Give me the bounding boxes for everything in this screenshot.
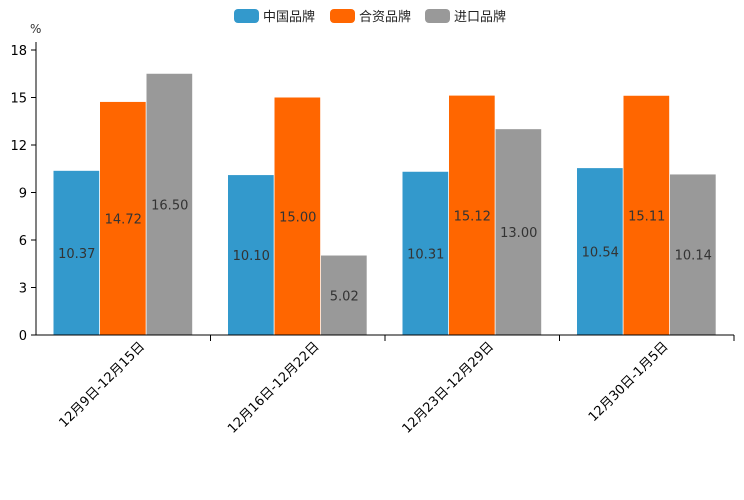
bar-2-1 (100, 101, 146, 336)
x-axis: 12月9日-12月15日 12月16日-12月22日 12月23日-12月29日 12… (36, 334, 735, 437)
bar-1-2 (228, 175, 274, 335)
y-axis: 0 3 6 9 12 15 18 (10, 42, 37, 344)
data-label-2-1: 14.72 (105, 212, 142, 227)
data-label-3-3: 13.00 (500, 226, 537, 241)
data-label-2-2: 15.00 (279, 210, 316, 225)
bar-2-3 (449, 95, 495, 335)
y-tick-label-0: 0 (19, 329, 27, 344)
data-label-1-3: 10.31 (407, 247, 444, 262)
y-tick-label-9: 9 (19, 187, 27, 202)
x-tick-label-2: 12月16日-12月22日 (225, 339, 322, 436)
data-label-2-4: 15.11 (628, 209, 665, 224)
data-label-3-2: 5.02 (330, 289, 359, 304)
y-tick-label-12: 12 (10, 139, 27, 154)
data-label-3-4: 10.14 (675, 249, 712, 264)
y-tick-label-15: 15 (10, 92, 27, 107)
legend-item-1: 中国品牌 (234, 9, 315, 25)
legend-label-1: 中国品牌 (263, 9, 315, 25)
x-tick-label-1: 12月9日-12月15日 (56, 339, 148, 431)
bar-2-4 (623, 95, 670, 335)
y-axis-label: % (30, 22, 41, 36)
y-tick-label-3: 3 (19, 282, 27, 297)
data-label-1-2: 10.10 (233, 249, 270, 264)
legend-swatch-2 (330, 9, 355, 23)
data-label-3-1: 16.50 (151, 198, 188, 213)
bar-3-1 (146, 73, 193, 335)
legend-label-3: 进口品牌 (454, 9, 506, 25)
bar-1-4 (577, 168, 623, 335)
legend-item-2: 合资品牌 (330, 9, 411, 25)
bar-2-2 (274, 97, 321, 335)
bar-3-4 (670, 174, 716, 335)
legend-item-3: 进口品牌 (425, 9, 506, 25)
bar-3-3 (495, 129, 542, 335)
legend: 中国品牌 合资品牌 进口品牌 (234, 9, 506, 25)
x-tick-label-3: 12月23日-12月29日 (400, 339, 497, 436)
data-label-1-1: 10.37 (58, 247, 95, 262)
y-tick-label-6: 6 (19, 234, 27, 249)
legend-swatch-1 (234, 9, 259, 23)
y-tick-label-18: 18 (10, 44, 27, 59)
data-label-1-4: 10.54 (582, 246, 619, 261)
bar-1-3 (402, 171, 449, 335)
legend-label-2: 合资品牌 (359, 9, 411, 25)
x-tick-label-4: 12月30日-1月5日 (586, 339, 672, 425)
bar-3-2 (321, 255, 367, 335)
legend-swatch-3 (425, 9, 450, 23)
data-label-2-3: 15.12 (454, 209, 491, 224)
bars: 10.37 14.72 16.50 10.10 15.00 5.02 10.31 15.12 1… (53, 73, 716, 336)
bar-1-1 (53, 170, 100, 335)
